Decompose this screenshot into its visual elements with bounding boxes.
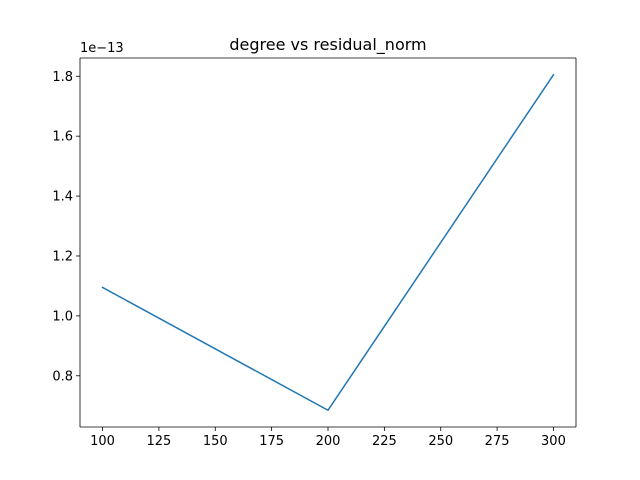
x-tick-label: 275 xyxy=(485,434,510,449)
x-tick-label: 225 xyxy=(372,434,397,449)
y-tick-label: 1.0 xyxy=(52,309,73,324)
y-tick-label: 1.4 xyxy=(52,190,73,205)
x-tick-label: 125 xyxy=(146,434,171,449)
x-tick-label: 200 xyxy=(316,434,341,449)
series-line-0 xyxy=(101,73,555,411)
chart-title: degree vs residual_norm xyxy=(229,35,426,55)
x-tick-label: 100 xyxy=(90,434,115,449)
y-offset-label: 1e−13 xyxy=(80,41,124,56)
x-tick-label: 150 xyxy=(203,434,228,449)
y-tick-label: 1.6 xyxy=(52,130,73,145)
plot-area: 100 125 150 175 200 225 250 275 300 0.8 1.0 1.2 1.4 1… xyxy=(52,57,577,449)
x-tick-label: 300 xyxy=(541,434,566,449)
y-tick-label: 1.8 xyxy=(52,70,73,85)
y-tick-label: 1.2 xyxy=(52,249,73,264)
y-tick-label: 0.8 xyxy=(52,369,73,384)
x-tick-label: 175 xyxy=(259,434,284,449)
x-tick-label: 250 xyxy=(428,434,453,449)
